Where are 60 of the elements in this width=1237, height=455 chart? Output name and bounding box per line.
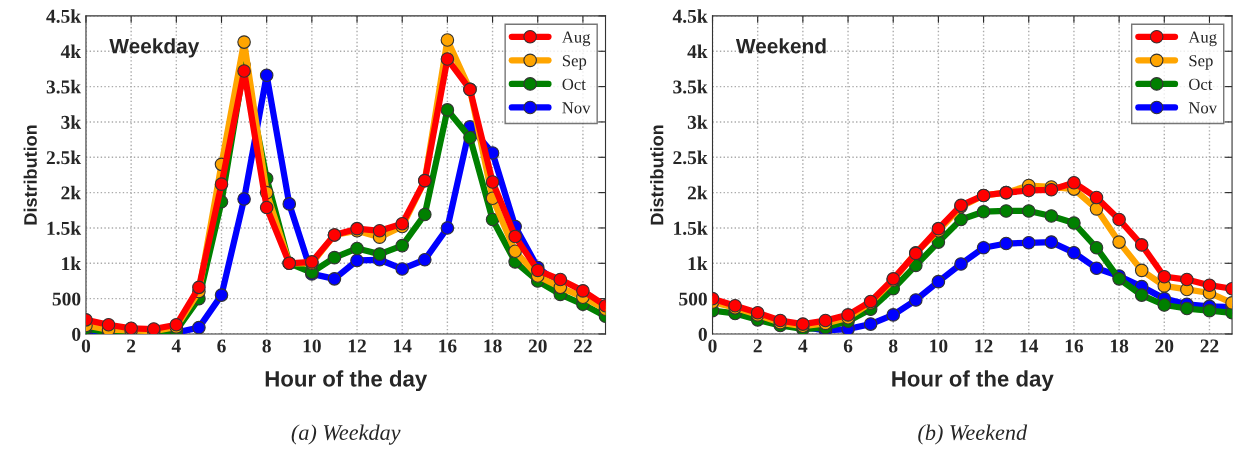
x-tick-label: 8: [262, 339, 271, 353]
x-axis-title: Hour of the day: [892, 370, 1054, 392]
y-tick-label: 4k: [687, 44, 708, 59]
x-tick-label: 4: [798, 339, 808, 353]
x-tick-label: 0: [81, 339, 91, 353]
y-tick-label: 0: [698, 327, 707, 341]
x-tick-label: 14: [394, 339, 412, 353]
y-tick-label: 0: [72, 327, 81, 341]
x-tick-label: 2: [753, 339, 762, 353]
x-tick-label: 18: [1110, 339, 1129, 353]
x-tick-label: 20: [1155, 339, 1174, 353]
x-tick-label: 2: [127, 339, 136, 353]
y-tick-label: 2k: [61, 185, 82, 200]
y-tick-label: 4.5k: [46, 9, 82, 23]
text: (a) Weekday: [291, 424, 401, 445]
y-tick-label: 1k: [62, 256, 82, 271]
legend-label: Oct: [562, 78, 586, 90]
x-tick-label: 20: [528, 339, 547, 353]
x-tick-label: 14: [1020, 339, 1039, 353]
legend-label: Nov: [562, 102, 591, 114]
text: Weekend: [735, 38, 826, 54]
y-tick-label: 1.5k: [47, 221, 82, 235]
x-tick-label: 4: [171, 339, 181, 353]
x-tick-label: 18: [484, 339, 502, 353]
y-tick-label: 2.5k: [46, 150, 82, 165]
y-axis-title: Distribution: [650, 125, 664, 225]
x-tick-label: 0: [708, 339, 717, 353]
x-axis-title: Hour of the day: [265, 370, 428, 392]
y-tick-label: 500: [52, 292, 81, 306]
y-tick-label: 4.5k: [672, 9, 708, 23]
y-tick-label: 1k: [688, 256, 708, 271]
legend-label: Aug: [561, 31, 591, 47]
y-tick-label: 3.5k: [46, 79, 82, 94]
x-tick-label: 16: [1065, 339, 1084, 353]
x-tick-label: 8: [889, 339, 898, 353]
legend-label: Aug: [1188, 31, 1217, 47]
x-tick-label: 22: [1200, 339, 1219, 353]
legend-label: Nov: [1188, 102, 1218, 114]
legend-label: Sep: [562, 55, 587, 70]
x-tick-label: 12: [975, 339, 993, 353]
x-tick-label: 12: [348, 339, 366, 353]
text: Weekday: [109, 38, 200, 58]
x-tick-label: 6: [217, 339, 226, 353]
x-tick-label: 6: [843, 339, 853, 353]
y-tick-label: 3k: [687, 115, 708, 129]
legend-label: Oct: [1189, 78, 1213, 90]
y-tick-label: 4k: [60, 44, 82, 59]
y-tick-label: 2k: [687, 185, 708, 200]
y-tick-label: 2.5k: [673, 150, 708, 165]
y-axis-title: Distribution: [23, 125, 37, 225]
x-tick-label: 16: [439, 339, 457, 353]
x-tick-label: 10: [303, 339, 321, 353]
y-tick-label: 1.5k: [674, 221, 708, 235]
x-tick-label: 10: [930, 339, 948, 353]
y-tick-label: 3.5k: [673, 79, 708, 94]
x-tick-label: 22: [574, 339, 592, 353]
y-tick-label: 500: [679, 292, 707, 306]
legend-label: Sep: [1189, 55, 1213, 70]
text: (b) Weekend: [918, 424, 1028, 445]
y-tick-label: 3k: [61, 115, 82, 129]
